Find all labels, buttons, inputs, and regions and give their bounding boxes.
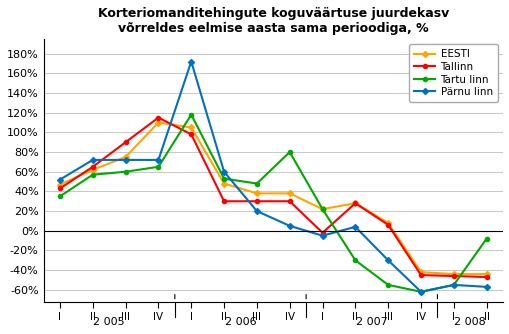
Title: Korteriomanditehingute koguväärtuse juurdekasv
võrreldes eelmise aasta sama peri: Korteriomanditehingute koguväärtuse juur…: [98, 7, 448, 35]
Tartu linn: [57, 194, 63, 198]
Tartu linn: [155, 165, 161, 169]
Tartu linn: [286, 150, 292, 154]
Tallinn: [155, 116, 161, 120]
EESTI: [450, 272, 456, 276]
EESTI: [384, 221, 390, 225]
Tartu linn: [90, 173, 96, 177]
Tallinn: [253, 199, 260, 203]
Tallinn: [450, 274, 456, 278]
Pärnu linn: [483, 285, 489, 289]
Tallinn: [122, 140, 128, 144]
Pärnu linn: [352, 225, 358, 229]
EESTI: [253, 191, 260, 195]
EESTI: [90, 168, 96, 172]
Tartu linn: [319, 207, 325, 211]
Tallinn: [220, 199, 227, 203]
Pärnu linn: [122, 158, 128, 162]
Tallinn: [319, 231, 325, 235]
Text: 2 008: 2 008: [454, 317, 485, 327]
Line: Pärnu linn: Pärnu linn: [58, 59, 488, 294]
Pärnu linn: [450, 283, 456, 287]
Tartu linn: [417, 290, 423, 294]
Pärnu linn: [384, 258, 390, 262]
EESTI: [286, 191, 292, 195]
Pärnu linn: [57, 178, 63, 182]
Tallinn: [352, 201, 358, 205]
Tartu linn: [220, 177, 227, 181]
Tallinn: [483, 275, 489, 279]
EESTI: [122, 155, 128, 159]
Pärnu linn: [253, 209, 260, 213]
Tartu linn: [384, 283, 390, 287]
Pärnu linn: [220, 170, 227, 174]
Tartu linn: [450, 283, 456, 287]
EESTI: [417, 270, 423, 274]
Pärnu linn: [155, 158, 161, 162]
Tallinn: [384, 223, 390, 227]
Pärnu linn: [286, 224, 292, 228]
Line: Tallinn: Tallinn: [58, 116, 488, 279]
Line: EESTI: EESTI: [58, 121, 488, 276]
EESTI: [188, 126, 194, 130]
Tallinn: [188, 132, 194, 136]
EESTI: [352, 201, 358, 205]
Pärnu linn: [188, 59, 194, 63]
EESTI: [319, 207, 325, 211]
Tartu linn: [188, 113, 194, 117]
Tartu linn: [253, 182, 260, 186]
Tartu linn: [352, 258, 358, 262]
Pärnu linn: [319, 234, 325, 238]
Text: 2 006: 2 006: [224, 317, 256, 327]
Pärnu linn: [90, 158, 96, 162]
Line: Tartu linn: Tartu linn: [58, 113, 488, 294]
EESTI: [57, 182, 63, 186]
Tallinn: [417, 273, 423, 277]
Tartu linn: [483, 237, 489, 241]
Tallinn: [90, 165, 96, 169]
Text: 2 007: 2 007: [355, 317, 387, 327]
Pärnu linn: [417, 290, 423, 294]
Tartu linn: [122, 170, 128, 174]
EESTI: [155, 121, 161, 125]
EESTI: [483, 272, 489, 276]
Tallinn: [57, 186, 63, 190]
Tallinn: [286, 199, 292, 203]
Legend: EESTI, Tallinn, Tartu linn, Pärnu linn: EESTI, Tallinn, Tartu linn, Pärnu linn: [408, 44, 497, 102]
EESTI: [220, 182, 227, 186]
Text: 2 005: 2 005: [93, 317, 125, 327]
